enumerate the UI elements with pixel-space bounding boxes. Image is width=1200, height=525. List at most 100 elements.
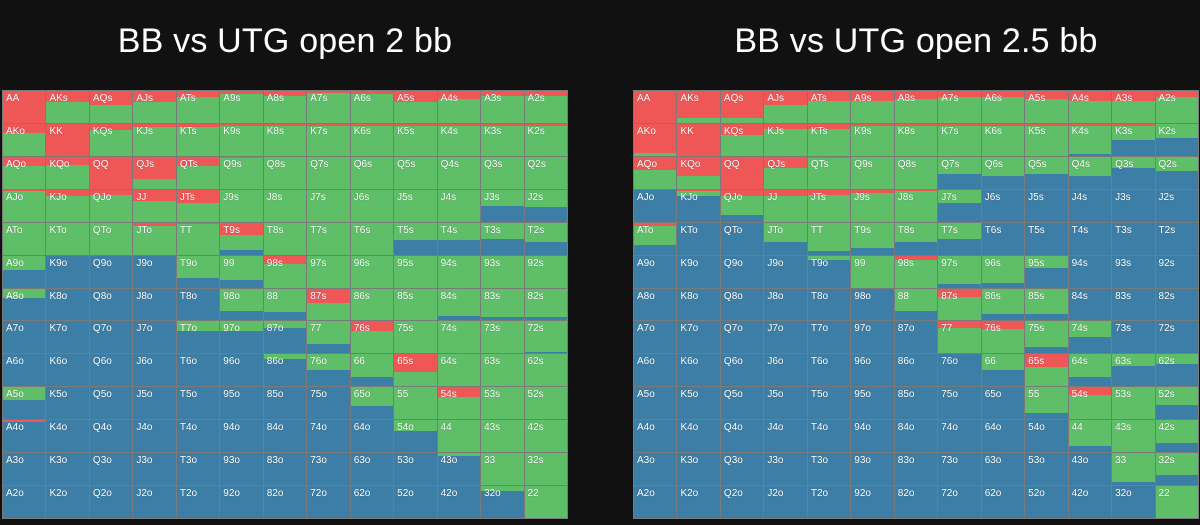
hand-cell: K8o bbox=[677, 288, 720, 321]
raise-segment bbox=[394, 354, 437, 372]
hand-cell: Q2o bbox=[720, 486, 764, 518]
hand-cell: AKs bbox=[46, 91, 89, 123]
call-segment bbox=[481, 387, 524, 420]
hand-cell: K4o bbox=[46, 420, 89, 453]
call-segment bbox=[3, 133, 46, 156]
hand-cell: K5s bbox=[394, 123, 437, 156]
call-segment bbox=[1155, 486, 1198, 518]
hand-cell: 62s bbox=[1155, 354, 1198, 387]
hand-label: T6s bbox=[984, 224, 1002, 236]
call-segment bbox=[220, 255, 263, 280]
hand-cell: A2o bbox=[3, 486, 46, 518]
hand-cell: ATo bbox=[3, 222, 46, 255]
call-segment bbox=[263, 222, 307, 255]
call-segment bbox=[938, 125, 981, 156]
hand-cell: J9s bbox=[220, 189, 263, 222]
hand-label: 84s bbox=[1071, 290, 1088, 302]
raise-segment bbox=[807, 91, 851, 101]
hand-cell: T4o bbox=[807, 420, 851, 453]
hand-label: T5o bbox=[810, 389, 829, 401]
hand-cell: 98s bbox=[263, 255, 307, 288]
call-segment bbox=[89, 105, 133, 123]
hand-cell: Q5o bbox=[720, 387, 764, 420]
hand-cell: K6s bbox=[350, 123, 394, 156]
call-segment bbox=[220, 94, 263, 123]
hand-label: 52o bbox=[1028, 488, 1045, 500]
hand-cell: Q4o bbox=[89, 420, 133, 453]
hand-label: K3o bbox=[680, 455, 699, 467]
hand-cell: A3o bbox=[634, 453, 677, 486]
call-segment bbox=[394, 387, 437, 420]
hand-label: AJo bbox=[637, 191, 655, 203]
hand-cell: 88 bbox=[263, 288, 307, 321]
hand-cell: 96s bbox=[981, 255, 1025, 288]
hand-label: 92o bbox=[854, 488, 871, 500]
call-segment bbox=[394, 288, 437, 321]
call-segment bbox=[394, 156, 437, 189]
call-segment bbox=[1068, 125, 1112, 155]
hand-label: Q3o bbox=[723, 455, 743, 467]
raise-segment bbox=[764, 91, 807, 106]
hand-cell: T6o bbox=[807, 354, 851, 387]
call-segment bbox=[307, 255, 350, 288]
raise-segment bbox=[3, 156, 46, 167]
hand-cell: 63o bbox=[350, 453, 394, 486]
call-segment bbox=[1025, 288, 1068, 315]
hand-cell: K4s bbox=[437, 123, 481, 156]
hand-label: K4o bbox=[49, 422, 68, 434]
hand-cell: KTs bbox=[176, 123, 220, 156]
hand-label: K5o bbox=[680, 389, 699, 401]
hand-cell: AKo bbox=[3, 123, 46, 156]
hand-cell: JJ bbox=[764, 189, 807, 222]
hand-cell: 73s bbox=[1112, 321, 1155, 354]
hand-label: J8o bbox=[767, 290, 784, 302]
call-segment bbox=[1025, 156, 1068, 175]
hand-cell: 82s bbox=[524, 288, 567, 321]
hand-label: J6o bbox=[136, 356, 153, 368]
hand-cell: T2s bbox=[524, 222, 567, 255]
hand-cell: 32o bbox=[481, 486, 524, 518]
hand-label: T2o bbox=[810, 488, 829, 500]
hand-cell: 53o bbox=[1025, 453, 1068, 486]
call-segment bbox=[1155, 354, 1198, 364]
hand-cell: AJs bbox=[133, 91, 176, 123]
call-segment bbox=[481, 222, 524, 239]
hand-cell: J3s bbox=[1112, 189, 1155, 222]
raise-segment bbox=[3, 123, 46, 134]
hand-label: 65o bbox=[984, 389, 1002, 401]
hand-cell: 52s bbox=[524, 387, 567, 420]
call-segment bbox=[394, 255, 437, 288]
hand-cell: A4o bbox=[3, 420, 46, 453]
hand-cell: 64s bbox=[437, 354, 481, 387]
call-segment bbox=[807, 128, 851, 156]
raise-segment bbox=[437, 387, 481, 397]
hand-cell: 87o bbox=[894, 321, 938, 354]
hand-label: A7o bbox=[6, 323, 24, 335]
hand-label: 72o bbox=[310, 488, 327, 500]
hand-cell: J5o bbox=[133, 387, 176, 420]
hand-label: K6o bbox=[680, 356, 699, 368]
hand-cell: Q6s bbox=[350, 156, 394, 189]
hand-cell: T9o bbox=[807, 255, 851, 288]
hand-cell: A5o bbox=[3, 387, 46, 420]
hand-label: 52o bbox=[397, 488, 414, 500]
call-segment bbox=[851, 125, 894, 156]
hand-label: 94o bbox=[854, 422, 871, 434]
hand-label: 84o bbox=[897, 422, 915, 434]
hand-cell: Q2s bbox=[524, 156, 567, 189]
hand-cell: K6o bbox=[46, 354, 89, 387]
hand-label: T4s bbox=[1071, 224, 1089, 236]
hand-label: K2o bbox=[680, 488, 699, 500]
hand-cell: K6o bbox=[677, 354, 720, 387]
hand-cell: 65s bbox=[394, 354, 437, 387]
hand-cell: J7o bbox=[764, 321, 807, 354]
hand-label: J7o bbox=[767, 323, 784, 335]
raise-segment bbox=[481, 123, 524, 126]
call-segment bbox=[3, 387, 46, 401]
raise-segment bbox=[263, 255, 307, 264]
call-segment bbox=[981, 288, 1025, 315]
call-segment bbox=[307, 92, 350, 123]
hand-cell: TT bbox=[176, 222, 220, 255]
hand-label: T6o bbox=[810, 356, 829, 368]
hand-cell: 74o bbox=[938, 420, 981, 453]
